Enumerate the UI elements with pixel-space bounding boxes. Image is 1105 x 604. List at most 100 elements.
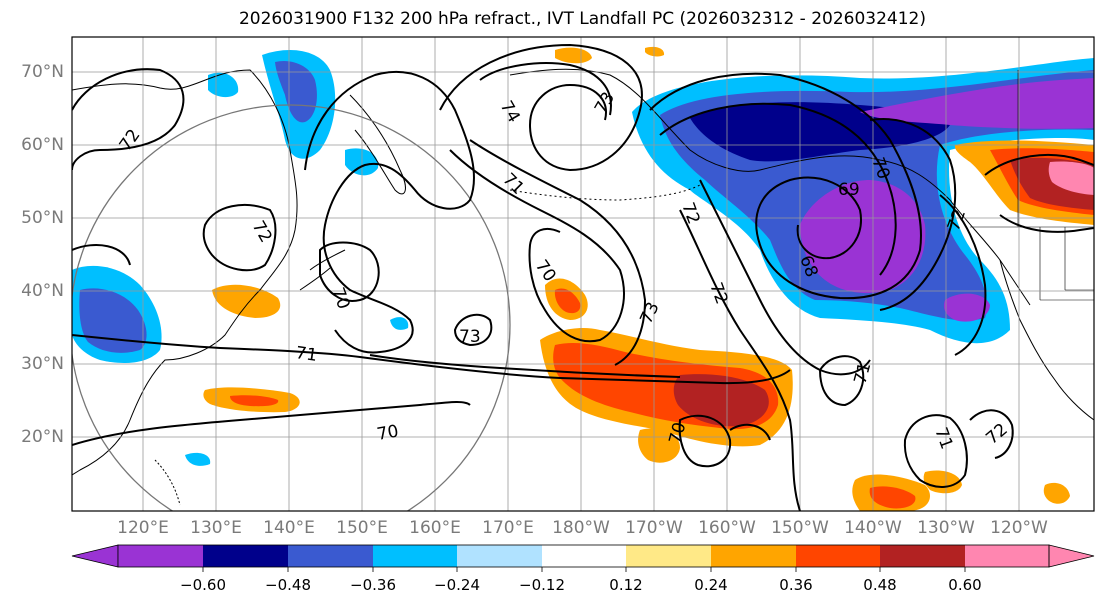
colorbar-extend-high <box>1048 544 1095 568</box>
lon-label: 170°E <box>482 518 534 538</box>
coastline-asia <box>72 69 298 476</box>
map-title: 2026031900 F132 200 hPa refract., IVT La… <box>238 9 926 29</box>
map-plot-area: 72 72 74 73 71 70 70 73 73 71 70 72 72 6… <box>72 37 1094 511</box>
contour-west-north <box>72 68 185 171</box>
contour-east-71 <box>903 414 968 488</box>
lon-label: 120°E <box>117 518 169 538</box>
positive-anomaly-north-1 <box>555 47 592 64</box>
lat-label: 50°N <box>21 208 64 228</box>
positive-anomaly-core <box>673 374 769 427</box>
contour-east-1 <box>869 118 957 311</box>
graticule <box>72 37 1094 511</box>
positive-anomaly-region-east-china <box>212 284 281 318</box>
colorbar-segment <box>880 545 965 567</box>
negative-anomaly-small-4 <box>185 452 211 466</box>
map-frame <box>71 36 1095 512</box>
lon-label: 120°W <box>990 518 1048 538</box>
contour-ridge-1 <box>439 43 643 172</box>
lon-label: 130°W <box>917 518 975 538</box>
contour-east-2 <box>939 194 987 356</box>
contour-ridge-2 <box>479 62 612 116</box>
landfall-region-circle <box>72 104 511 511</box>
lon-label: 160°E <box>409 518 461 538</box>
contour-east-small <box>818 355 865 407</box>
positive-anomaly-southeast-2 <box>923 470 962 494</box>
colorbar-tick-label: 0.48 <box>863 576 896 594</box>
contour-71-band <box>72 334 791 385</box>
colorbar-tick-label: −0.60 <box>180 576 226 594</box>
colorbar-tick-label: −0.36 <box>350 576 396 594</box>
colorbar-tick-label: 0.12 <box>609 576 642 594</box>
colorbar-tick-label: −0.12 <box>519 576 565 594</box>
contour-high-73 <box>453 313 493 347</box>
positive-anomaly-southeast-inner <box>869 486 916 509</box>
strong-negative-core-east <box>860 78 1094 129</box>
colorbar-tick-label: −0.24 <box>434 576 480 594</box>
lon-label: 150°E <box>336 518 388 538</box>
colorbar-segment <box>542 545 626 567</box>
colorbar-segment <box>626 545 711 567</box>
lon-label: 130°E <box>190 518 242 538</box>
refractivity-contours <box>72 43 1094 511</box>
contour-70-band <box>72 401 471 446</box>
lat-label: 60°N <box>21 135 64 155</box>
lat-label: 40°N <box>21 281 64 301</box>
contour-trough-1 <box>649 72 922 300</box>
contour-west-center <box>202 204 277 272</box>
lon-label: 180°W <box>552 518 610 538</box>
contour-label: 73 <box>459 327 481 347</box>
contour-ridge-4 <box>469 139 647 366</box>
contour-east-72 <box>969 409 1014 459</box>
contour-trough-south <box>678 414 732 468</box>
negative-anomaly-small-2 <box>345 148 379 176</box>
positive-anomaly-southeast-3 <box>1043 482 1070 504</box>
lat-label: 20°N <box>21 427 64 447</box>
contour-east-3 <box>984 154 1094 176</box>
colorbar-segment <box>965 545 1049 567</box>
colorbar-tick-label: 0.36 <box>779 576 812 594</box>
positive-anomaly-region-west-pacific-inner <box>230 395 279 407</box>
colorbar-tick-label: 0.24 <box>694 576 727 594</box>
positive-anomaly-north-2 <box>645 46 665 57</box>
shaded-anomaly-fields <box>72 46 1094 511</box>
positive-anomaly-region-north-america-peak <box>1048 161 1094 195</box>
colorbar-segment <box>373 545 457 567</box>
negative-region-southeast <box>943 293 990 322</box>
contour-trough-4 <box>679 209 801 511</box>
country-borders <box>970 70 1094 301</box>
colorbar-segment <box>288 545 373 567</box>
contour-label: 69 <box>838 180 860 200</box>
contour-west-lower <box>72 244 131 266</box>
contour-label: 70 <box>375 421 400 444</box>
colorbar-extend-low <box>71 544 119 568</box>
negative-anomaly-small-1 <box>208 72 239 98</box>
contour-71-band-2 <box>369 354 681 378</box>
lon-label: 160°W <box>698 518 756 538</box>
contour-low-1 <box>304 70 476 354</box>
colorbar-segment <box>796 545 880 567</box>
colorbar-segment <box>457 545 542 567</box>
coastline-aleutians <box>509 184 701 201</box>
colorbar-segment <box>118 545 203 567</box>
contour-east-4 <box>999 214 1094 233</box>
contour-low-2 <box>319 241 380 302</box>
contour-ridge-3 <box>449 149 625 343</box>
lat-label: 70°N <box>21 62 64 82</box>
contour-trough-south-2 <box>729 423 771 441</box>
contour-trough-3 <box>699 179 871 376</box>
colorbar-segment <box>203 545 288 567</box>
colorbar: −0.60 −0.48 −0.36 −0.24 −0.12 0.12 0.24 … <box>71 544 1095 594</box>
lon-label: 140°E <box>263 518 315 538</box>
colorbar-segment <box>711 545 796 567</box>
positive-anomaly-spur-inner <box>554 288 581 314</box>
lon-label: 150°W <box>771 518 829 538</box>
lon-label: 140°W <box>844 518 902 538</box>
colorbar-tick-label: −0.48 <box>265 576 311 594</box>
negative-anomaly-region-siberia-inner <box>275 60 317 123</box>
negative-anomaly-small-3 <box>390 317 409 330</box>
lon-label: 170°W <box>625 518 683 538</box>
contour-trough-2 <box>659 102 897 276</box>
colorbar-tick-label: 0.60 <box>948 576 981 594</box>
lat-label: 30°N <box>21 354 64 374</box>
